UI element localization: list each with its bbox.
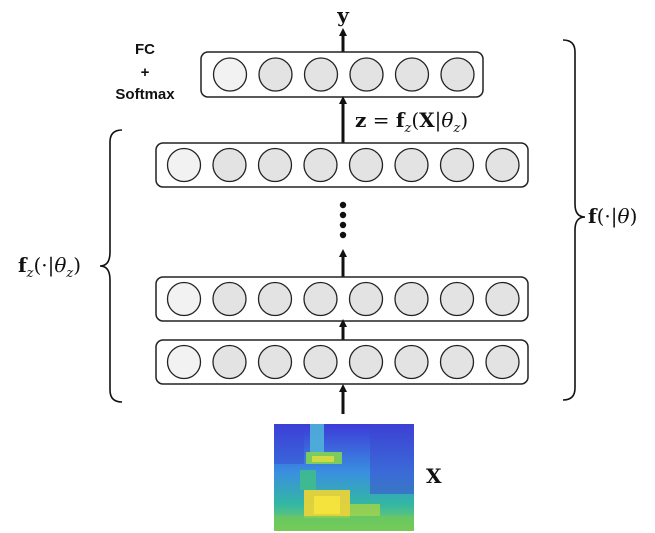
- hidden-layer-top-box: [155, 142, 529, 188]
- neuron: [394, 57, 430, 92]
- neuron: [166, 147, 202, 183]
- neuron: [348, 344, 384, 380]
- ellipsis-dot: [339, 231, 347, 239]
- hidden-layer-2: [155, 276, 529, 322]
- neuron: [166, 281, 202, 317]
- neuron: [166, 344, 202, 380]
- neuron: [439, 344, 475, 380]
- neuron: [485, 147, 520, 183]
- neuron: [439, 147, 475, 183]
- full-model-label: f(·|θ): [588, 204, 637, 229]
- neuron: [303, 147, 338, 183]
- full-model-brace: [562, 39, 586, 401]
- neuron: [440, 57, 475, 92]
- embedding-equation: z = fz(X|θz): [355, 108, 468, 136]
- neuron: [212, 147, 247, 183]
- softmax-layer: [200, 51, 484, 98]
- head-label-plus: +: [141, 64, 150, 81]
- neuron: [394, 344, 429, 380]
- neuron: [394, 147, 429, 183]
- neuron: [212, 57, 248, 92]
- output-label: y: [336, 3, 350, 27]
- neuron: [258, 57, 293, 92]
- neuron: [485, 281, 520, 317]
- head-label: FC + Softmax: [115, 41, 175, 103]
- head-label-softmax: Softmax: [115, 86, 175, 103]
- spectrogram-input: [274, 424, 414, 531]
- ellipsis-dot: [339, 201, 347, 209]
- input-label: X: [426, 464, 442, 488]
- encoder-label: fz(·|θz): [18, 253, 81, 281]
- neuron: [212, 281, 247, 317]
- neuron: [348, 147, 384, 183]
- neuron: [394, 281, 429, 317]
- neuron: [257, 281, 293, 317]
- ellipsis-dots: [339, 201, 347, 239]
- neuron: [257, 344, 293, 380]
- neuron: [257, 147, 293, 183]
- encoder-brace: [99, 129, 123, 403]
- neuron: [303, 281, 338, 317]
- neuron: [485, 344, 520, 380]
- neuron: [212, 344, 247, 380]
- neuron: [303, 344, 338, 380]
- neuron: [349, 57, 384, 92]
- neuron: [303, 57, 339, 92]
- hidden-layer-top: [155, 142, 529, 188]
- ellipsis-dot: [339, 211, 347, 219]
- neuron: [348, 281, 384, 317]
- ellipsis-dot: [339, 221, 347, 229]
- neuron: [439, 281, 475, 317]
- hidden-layer-1: [155, 339, 529, 385]
- head-label-fc: FC: [135, 41, 155, 58]
